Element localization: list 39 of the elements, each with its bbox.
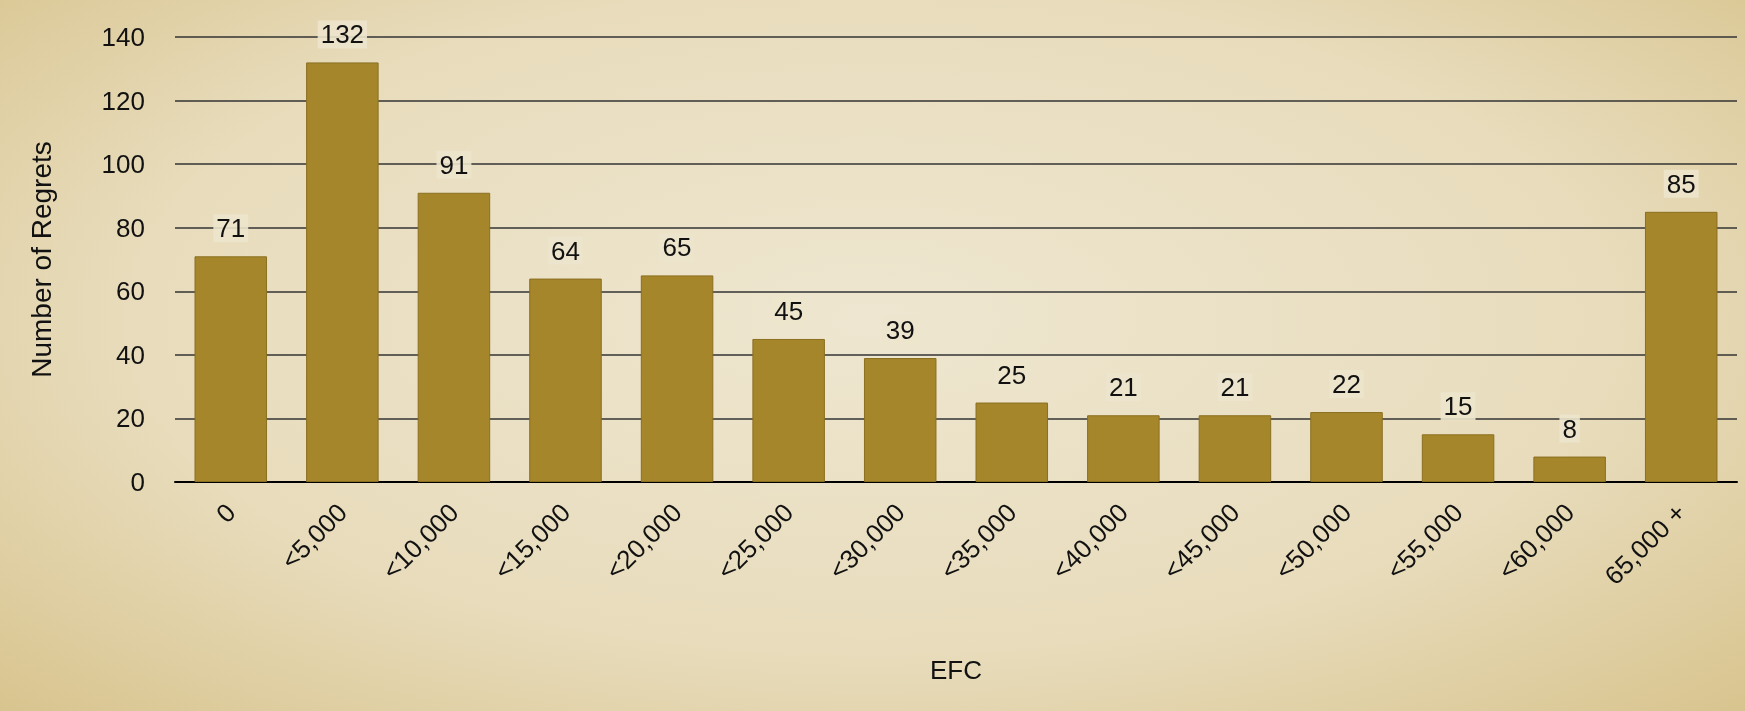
data-label: 21 — [1220, 372, 1250, 403]
y-tick-label: 40 — [116, 339, 145, 370]
y-tick-label: 60 — [116, 276, 145, 307]
data-label: 39 — [885, 315, 915, 346]
y-tick-label: 0 — [130, 467, 145, 497]
bar — [1421, 434, 1495, 482]
bar — [1087, 415, 1160, 482]
data-label: 65 — [662, 232, 692, 263]
bar — [1533, 456, 1606, 482]
bar — [194, 256, 268, 482]
bar — [1310, 412, 1383, 482]
data-label: 45 — [774, 295, 804, 326]
bar — [306, 62, 379, 482]
data-label: 21 — [1108, 372, 1138, 403]
bar — [752, 338, 825, 482]
data-label: 71 — [216, 213, 246, 244]
bar — [975, 402, 1049, 482]
data-label: 64 — [551, 235, 580, 266]
data-label: 8 — [1562, 413, 1577, 444]
data-label: 15 — [1443, 391, 1473, 422]
y-tick-label: 120 — [101, 85, 145, 116]
bar — [529, 278, 602, 482]
data-label: 22 — [1332, 369, 1361, 400]
y-axis-title: Number of Regrets — [25, 141, 57, 378]
bar — [1644, 211, 1718, 482]
data-label: 91 — [439, 149, 469, 180]
y-tick-label: 20 — [116, 403, 145, 434]
y-tick-label: 80 — [116, 212, 145, 243]
bar — [640, 275, 714, 482]
x-axis-title: EFC — [930, 655, 982, 685]
y-tick-label: 100 — [101, 149, 145, 180]
bar — [417, 192, 491, 482]
x-tick-label: 0 — [209, 497, 242, 529]
bar — [863, 358, 937, 482]
y-tick-label: 140 — [101, 22, 145, 52]
bar — [1198, 415, 1272, 482]
data-label: 132 — [320, 19, 365, 50]
data-label: 25 — [997, 359, 1027, 390]
data-label: 85 — [1666, 168, 1696, 199]
